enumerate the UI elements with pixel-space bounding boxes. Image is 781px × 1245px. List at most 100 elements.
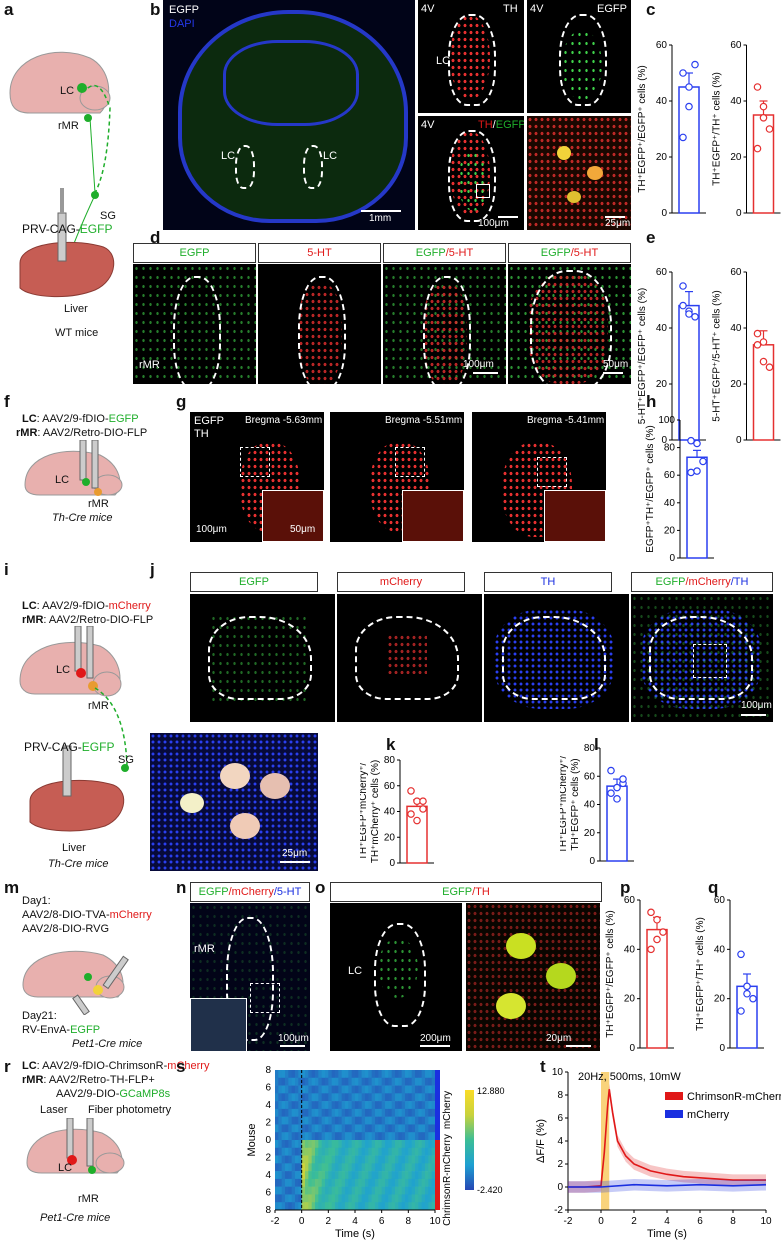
heatmap-cell (398, 1077, 403, 1086)
r-lc: LC (58, 1162, 73, 1174)
heatmap-cell (361, 1116, 366, 1125)
heatmap-cell (331, 1093, 336, 1102)
heatmap-cell (345, 1108, 349, 1117)
heatmap-cell (338, 1101, 343, 1110)
heatmap-cell (355, 1155, 359, 1164)
heatmap-cell (355, 1132, 359, 1141)
heatmap-cell (428, 1124, 433, 1133)
heatmap-cell (411, 1108, 416, 1117)
heatmap-cell (411, 1202, 416, 1211)
heatmap-cell (275, 1202, 279, 1211)
heatmap-cell (295, 1077, 299, 1086)
panel-label-s: s (176, 1057, 186, 1076)
heatmap-cell (408, 1202, 413, 1211)
heatmap-cell (405, 1140, 409, 1149)
heatmap-cell (425, 1132, 429, 1141)
heatmap-cell (431, 1194, 436, 1203)
y-tick-label: 40 (730, 96, 742, 107)
heatmap-cell (405, 1077, 409, 1086)
heatmap-cell (378, 1116, 383, 1125)
r-laser: Laser (40, 1104, 68, 1116)
heatmap-cell (335, 1124, 339, 1133)
heatmap-cell (318, 1171, 323, 1180)
heatmap-cell (431, 1101, 436, 1110)
heatmap-cell (385, 1124, 389, 1133)
y-axis-label: TH⁺EGFP⁺/TH⁺ cells (%) (712, 72, 723, 186)
heatmap-cell (305, 1108, 309, 1117)
heatmap-cell (341, 1171, 346, 1180)
y-tick-label: 6 (265, 1188, 271, 1199)
heatmap-cell (355, 1077, 359, 1086)
heatmap-cell (341, 1093, 346, 1102)
heatmap-cell (381, 1178, 386, 1187)
heatmap-cell (381, 1186, 386, 1195)
data-point (699, 457, 707, 466)
heatmap-cell (345, 1077, 349, 1086)
image-d1: rMR (133, 264, 256, 384)
heatmap-cell (308, 1101, 313, 1110)
heatmap-cell (421, 1194, 426, 1203)
data-point (679, 301, 687, 310)
panel-label-g: g (176, 392, 187, 411)
heatmap-cell (351, 1178, 356, 1187)
heatmap-cell (425, 1147, 429, 1156)
heatmap-cell (338, 1147, 343, 1156)
heatmap-cell (331, 1147, 336, 1156)
heatmap-cell (281, 1155, 286, 1164)
heatmap-cell (331, 1178, 336, 1187)
heatmap-cell (305, 1070, 309, 1079)
heatmap-cell (415, 1116, 419, 1125)
heatmap-cell (351, 1202, 356, 1211)
heatmap-cell (335, 1186, 339, 1195)
panel-label-b: b (150, 0, 161, 19)
chart-l: 0 20 40 60 80 TH⁺EGFP⁺mCherry⁺/TH⁺EGFP⁺ cells… (560, 743, 634, 867)
heatmap-cell (321, 1101, 326, 1110)
heatmap-cell (318, 1093, 323, 1102)
heatmap-cell (275, 1140, 279, 1149)
heatmap-cell (371, 1140, 376, 1149)
heatmap-cell (328, 1140, 333, 1149)
data-point (765, 125, 774, 133)
heatmap-cell (428, 1116, 433, 1125)
heatmap-cell (355, 1202, 359, 1211)
image-g3: Bregma -5.41mm (472, 412, 606, 542)
chart-e: 0 20 40 60 5-HT⁺EGFP⁺/EGFP⁺ cells (%) 0 20 40 60… (637, 267, 781, 446)
heatmap-cell (371, 1124, 376, 1133)
heatmap-cell (295, 1070, 299, 1079)
heatmap-cell (341, 1194, 346, 1203)
heatmap-cell (318, 1124, 323, 1133)
heatmap-cell (408, 1108, 413, 1117)
i-lc: LC (56, 664, 71, 676)
heatmap-cell (341, 1108, 346, 1117)
heatmap-cell (348, 1171, 353, 1180)
heatmap-cell (395, 1085, 399, 1094)
heatmap-cell (368, 1070, 373, 1079)
f-virus-lc: LC: AAV2/9-fDIO-EGFP (22, 413, 139, 425)
panel-label-m: m (4, 878, 20, 897)
heatmap-cell (341, 1140, 346, 1149)
heatmap-cell (321, 1186, 326, 1195)
heatmap-cell (305, 1140, 309, 1149)
heatmap-cell (395, 1116, 399, 1125)
y-tick-label: 20 (384, 832, 396, 843)
heatmap-cell (368, 1116, 373, 1125)
y-tick-label: 60 (384, 781, 396, 792)
heatmap-cell (358, 1140, 363, 1149)
heatmap-cell (391, 1070, 396, 1079)
f-virus-rmr: rMR: AAV2/Retro-DIO-FLP (16, 427, 148, 439)
heatmap-cell (275, 1116, 279, 1125)
heatmap-cell (328, 1093, 333, 1102)
heatmap-cell (378, 1101, 383, 1110)
heatmap-cell (328, 1194, 333, 1203)
heatmap-cell (385, 1085, 389, 1094)
heatmap-cell (331, 1132, 336, 1141)
heatmap-cell (291, 1186, 296, 1195)
heatmap-cell (318, 1101, 323, 1110)
heatmap-cell (415, 1140, 419, 1149)
heatmap-cell (428, 1093, 433, 1102)
panel-label-r: r (4, 1057, 11, 1076)
heatmap-cell (361, 1202, 366, 1211)
heatmap-cell (388, 1171, 393, 1180)
heatmap-cell (331, 1194, 336, 1203)
heatmap-cell (428, 1101, 433, 1110)
